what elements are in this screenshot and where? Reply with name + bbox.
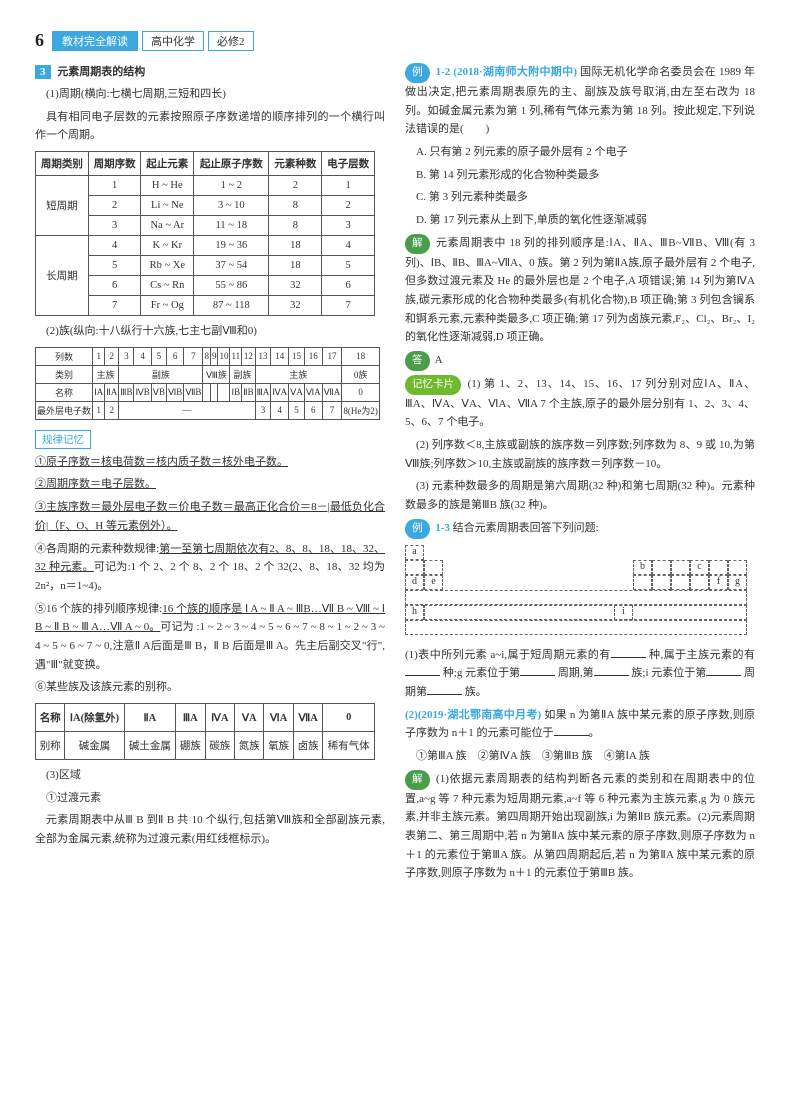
example-1-2: 例 1-2 (2018·湖南师大附中期中) 国际无机化学命名委员会在 1989 … xyxy=(405,63,755,139)
example-badge: 例 xyxy=(405,519,430,539)
page-number: 6 xyxy=(35,30,44,51)
header-subject: 高中化学 xyxy=(142,31,204,51)
page-header: 6 教材完全解读 高中化学 必修2 xyxy=(35,30,755,51)
solution-1-2: 解 元素周期表中 18 列的排列顺序是:ⅠA、ⅡA、ⅢB~ⅦB、Ⅷ(有 3 列)… xyxy=(405,234,755,347)
ex13-q2: (2)(2019·湖北鄂南高中月考) 如果 n 为第ⅡA 族中某元素的原子序数,… xyxy=(405,706,755,743)
para-3: (2)族(纵向:十八纵行十六族,七主七副Ⅷ和0) xyxy=(35,322,385,341)
example-1-3: 例 1-3 结合元素周期表回答下列问题: xyxy=(405,519,755,539)
table-row: 周期类别 周期序数 起止元素 起止原子序数 元素种数 电子层数 xyxy=(36,152,375,176)
left-column: 3 元素周期表的结构 (1)周期(横向:七横七周期,三短和四长) 具有相同电子层… xyxy=(35,63,385,887)
option-b: B. 第 14 列元素形成的化合物种类最多 xyxy=(405,166,755,185)
section-number: 3 xyxy=(35,65,51,79)
para-6: 元素周期表中从Ⅲ B 到Ⅱ B 共 10 个纵行,包括第Ⅷ族和全部副族元素,全部… xyxy=(35,811,385,848)
option-a: A. 只有第 2 列元素的原子最外层有 2 个电子 xyxy=(405,143,755,162)
section-3-title: 3 元素周期表的结构 xyxy=(35,63,385,79)
right-column: 例 1-2 (2018·湖南师大附中期中) 国际无机化学命名委员会在 1989 … xyxy=(405,63,755,887)
rule-2: ②周期序数＝电子层数。 xyxy=(35,475,385,494)
para-4: (3)区域 xyxy=(35,766,385,785)
rule-5: ⑤16 个族的排列顺序规律:16 个族的顺序是 Ⅰ A ~ Ⅱ A ~ ⅢB…Ⅶ… xyxy=(35,600,385,675)
option-d: D. 第 17 列元素从上到下,单质的氧化性逐渐减弱 xyxy=(405,211,755,230)
para-1: (1)周期(横向:七横七周期,三短和四长) xyxy=(35,85,385,104)
header-title: 教材完全解读 xyxy=(52,31,138,51)
solution-badge: 解 xyxy=(405,770,430,790)
answer-1-2: 答 A xyxy=(405,351,755,371)
ex13-q1: (1)表中所列元素 a~i,属于短周期元素的有 种,属于主族元素的有 种;g 元… xyxy=(405,646,755,702)
rule-4: ④各周期的元素种数规律:第一至第七周期依次有2、8、8、18、18、32、32 … xyxy=(35,540,385,596)
example-badge: 例 xyxy=(405,63,430,83)
section-text: 元素周期表的结构 xyxy=(57,66,145,78)
rule-3: ③主族序数＝最外层电子数＝价电子数＝最高正化合价＝8－|最低负化合价|（F、O、… xyxy=(35,498,385,535)
periodic-diagram: a b c d e f g h i xyxy=(405,545,745,640)
memory-card: 记忆卡片 (1) 第 1、2、13、14、15、16、17 列分别对应ⅠA、ⅡA… xyxy=(405,375,755,432)
para-2: 具有相同电子层数的元素按照原子序数递增的顺序排列的一个横行叫作一个周期。 xyxy=(35,108,385,145)
para-5: ①过渡元素 xyxy=(35,789,385,808)
alias-table: 名称ⅠA(除氢外)ⅡAⅢAⅣAⅤAⅥAⅦA0 别称碱金属碱土金属硼族碳族氮族氧族… xyxy=(35,703,375,760)
memory-3: (3) 元素种数最多的周期是第六周期(32 种)和第七周期(32 种)。元素种数… xyxy=(405,477,755,514)
answer-badge: 答 xyxy=(405,351,430,371)
option-c: C. 第 3 列元素种类最多 xyxy=(405,188,755,207)
solution-badge: 解 xyxy=(405,234,430,254)
rule-6: ⑥某些族及该族元素的别称。 xyxy=(35,678,385,697)
group-table: 列数123456789101112131415161718 类别 主族 副族 Ⅷ… xyxy=(35,347,380,420)
rule-1: ①原子序数＝核电荷数＝核内质子数＝核外电子数。 xyxy=(35,453,385,472)
rule-tag: 规律记忆 xyxy=(35,430,91,449)
solution-1-3: 解 (1)依据元素周期表的结构判断各元素的类别和在周期表中的位置,a~g 等 7… xyxy=(405,770,755,883)
period-table: 周期类别 周期序数 起止元素 起止原子序数 元素种数 电子层数 短周期1H ~ … xyxy=(35,151,375,316)
header-book: 必修2 xyxy=(208,31,254,51)
ex13-options: ①第ⅢA 族 ②第ⅣA 族 ③第ⅢB 族 ④第ⅠA 族 xyxy=(405,747,755,766)
memory-badge: 记忆卡片 xyxy=(405,375,461,395)
memory-2: (2) 列序数＜8,主族或副族的族序数＝列序数;列序数为 8、9 或 10,为第… xyxy=(405,436,755,473)
